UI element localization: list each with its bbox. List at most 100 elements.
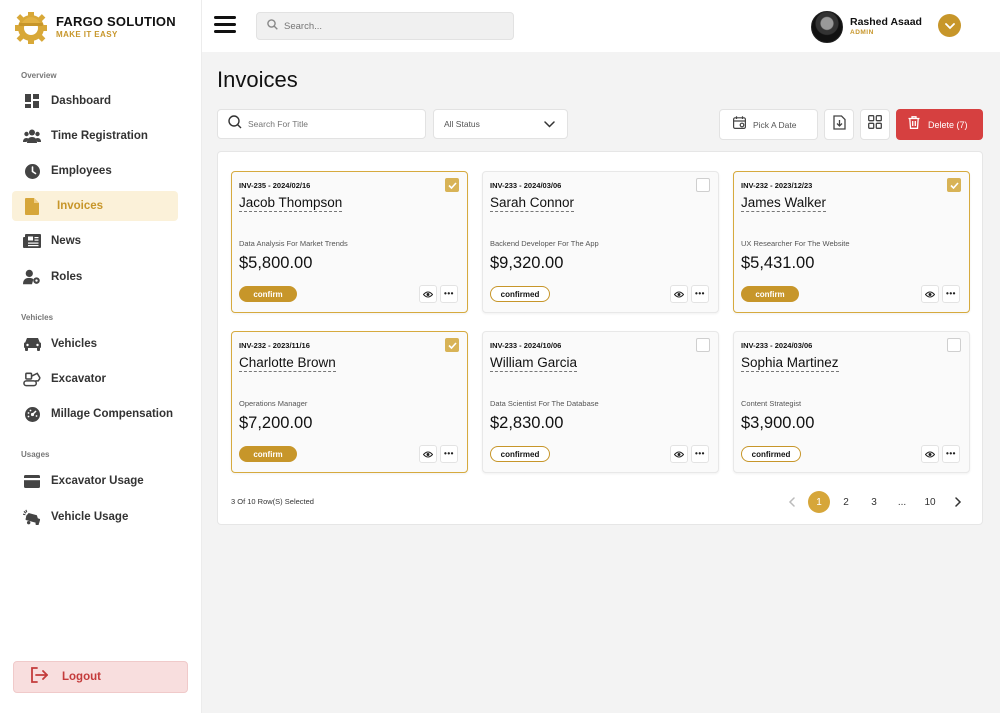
view-button[interactable]	[921, 445, 939, 463]
more-options-button[interactable]: •••	[942, 445, 960, 463]
title-search-input[interactable]	[248, 119, 418, 129]
download-button[interactable]	[824, 109, 854, 140]
car-icon	[23, 335, 41, 353]
select-checkbox[interactable]	[445, 178, 459, 192]
select-checkbox[interactable]	[445, 338, 459, 352]
more-options-button[interactable]: •••	[942, 285, 960, 303]
ellipsis-icon: •••	[695, 449, 705, 458]
more-options-button[interactable]: •••	[440, 285, 458, 303]
page-10-button[interactable]: 10	[924, 496, 936, 508]
status-badge[interactable]: confirmed	[741, 446, 801, 462]
more-options-button[interactable]: •••	[440, 445, 458, 463]
invoice-description: Data Analysis For Market Trends	[239, 239, 348, 248]
chevron-left-icon	[788, 497, 795, 507]
sidebar: FARGO SOLUTION MAKE IT EASY Overview Das…	[0, 0, 202, 713]
document-icon	[23, 197, 41, 215]
sidebar-item-vehicles[interactable]: Vehicles	[12, 329, 178, 359]
page-2-button[interactable]: 2	[843, 496, 849, 508]
client-name[interactable]: Jacob Thompson	[239, 195, 343, 212]
invoice-card[interactable]: INV-232 - 2023/11/16 Charlotte Brown Ope…	[231, 331, 468, 473]
sidebar-item-vehicle-usage[interactable]: Vehicle Usage	[12, 502, 178, 532]
checkmark-icon	[447, 341, 457, 349]
page-3-button[interactable]: 3	[871, 496, 877, 508]
brand-title: FARGO SOLUTION	[56, 13, 176, 29]
invoice-amount: $9,320.00	[490, 254, 564, 272]
invoice-card[interactable]: INV-233 - 2024/03/06 Sophia Martinez Con…	[733, 331, 970, 473]
view-button[interactable]	[670, 445, 688, 463]
page-1-button[interactable]: 1	[808, 491, 830, 513]
sidebar-item-employees[interactable]: Employees	[12, 156, 178, 186]
select-checkbox[interactable]	[696, 338, 710, 352]
invoice-card[interactable]: INV-233 - 2024/10/06 William Garcia Data…	[482, 331, 719, 473]
view-button[interactable]	[921, 285, 939, 303]
status-badge[interactable]: confirm	[239, 286, 297, 302]
more-options-button[interactable]: •••	[691, 445, 709, 463]
checkmark-icon	[949, 181, 959, 189]
page-ellipsis: ...	[897, 496, 907, 508]
status-badge[interactable]: confirmed	[490, 286, 550, 302]
view-button[interactable]	[419, 445, 437, 463]
view-button[interactable]	[419, 285, 437, 303]
status-filter-select[interactable]: All Status	[433, 109, 568, 139]
grid-view-button[interactable]	[860, 109, 890, 140]
trash-icon	[908, 115, 920, 134]
search-icon	[267, 17, 278, 35]
excavator-icon	[23, 370, 41, 388]
sidebar-item-dashboard[interactable]: Dashboard	[12, 86, 178, 116]
client-name[interactable]: William Garcia	[490, 355, 578, 372]
sidebar-item-millage-compensation[interactable]: Millage Compensation	[12, 399, 178, 429]
prev-page-button[interactable]	[783, 492, 799, 512]
status-badge[interactable]: confirmed	[490, 446, 550, 462]
section-label-usages: Usages	[21, 450, 50, 459]
invoice-amount: $3,900.00	[741, 414, 815, 432]
invoice-description: Backend Developer For The App	[490, 239, 599, 248]
user-role: ADMIN	[850, 29, 874, 36]
status-badge[interactable]: confirm	[741, 286, 799, 302]
client-name[interactable]: Sophia Martinez	[741, 355, 839, 372]
chevron-right-icon	[954, 497, 961, 507]
date-picker-label: Pick A Date	[753, 119, 797, 130]
avatar[interactable]	[811, 11, 843, 43]
invoice-card[interactable]: INV-233 - 2024/03/06 Sarah Connor Backen…	[482, 171, 719, 313]
status-filter-value: All Status	[444, 119, 480, 129]
status-badge[interactable]: confirm	[239, 446, 297, 462]
delete-button[interactable]: Delete (7)	[896, 109, 983, 140]
sidebar-item-news[interactable]: News	[12, 226, 178, 256]
invoice-card[interactable]: INV-235 - 2024/02/16 Jacob Thompson Data…	[231, 171, 468, 313]
global-search-input[interactable]	[284, 20, 484, 32]
eye-icon	[423, 451, 433, 457]
global-search[interactable]	[256, 12, 514, 40]
select-checkbox[interactable]	[947, 178, 961, 192]
select-checkbox[interactable]	[947, 338, 961, 352]
client-name[interactable]: Charlotte Brown	[239, 355, 336, 372]
sidebar-item-label: Excavator	[51, 373, 106, 385]
sidebar-item-label: Millage Compensation	[51, 408, 174, 420]
user-menu-button[interactable]	[938, 14, 961, 37]
select-checkbox[interactable]	[696, 178, 710, 192]
brand-logo[interactable]: FARGO SOLUTION MAKE IT EASY	[14, 8, 176, 44]
invoice-card[interactable]: INV-232 - 2023/12/23 James Walker UX Res…	[733, 171, 970, 313]
sidebar-item-roles[interactable]: Roles	[12, 262, 178, 292]
client-name[interactable]: Sarah Connor	[490, 195, 575, 212]
eye-icon	[674, 291, 684, 297]
sidebar-item-label: Dashboard	[51, 95, 112, 107]
next-page-button[interactable]	[950, 492, 966, 512]
date-picker-button[interactable]: Pick A Date	[719, 109, 818, 140]
logout-button[interactable]: Logout	[13, 661, 188, 693]
sidebar-item-excavator[interactable]: Excavator	[12, 364, 178, 394]
ellipsis-icon: •••	[695, 289, 705, 298]
view-button[interactable]	[670, 285, 688, 303]
sidebar-item-invoices[interactable]: Invoices	[12, 191, 178, 221]
checkmark-icon	[447, 181, 457, 189]
title-search[interactable]	[217, 109, 426, 139]
invoice-amount: $5,431.00	[741, 254, 815, 272]
sidebar-item-time-registration[interactable]: Time Registration	[12, 121, 178, 151]
more-options-button[interactable]: •••	[691, 285, 709, 303]
chevron-down-icon	[544, 115, 555, 133]
client-name[interactable]: James Walker	[741, 195, 827, 212]
sidebar-item-label: Roles	[51, 271, 83, 283]
menu-toggle-button[interactable]	[214, 16, 236, 34]
card-icon	[23, 472, 41, 490]
sidebar-item-excavator-usage[interactable]: Excavator Usage	[12, 466, 178, 496]
sidebar-item-label: Excavator Usage	[51, 475, 144, 487]
